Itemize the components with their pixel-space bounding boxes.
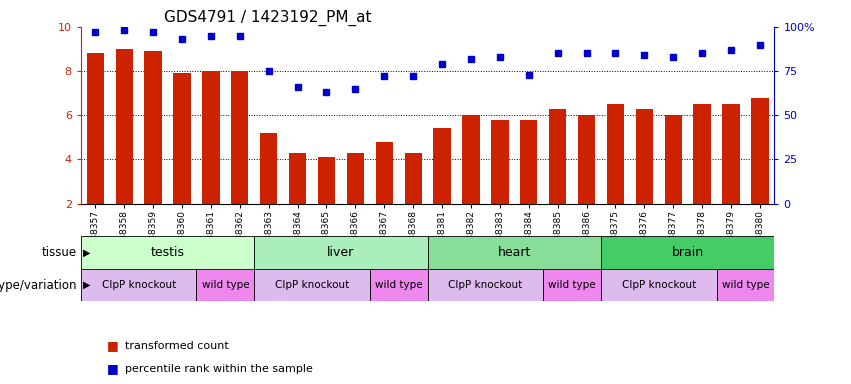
Bar bbox=[427, 236, 601, 269]
Bar bbox=[491, 120, 509, 204]
Bar bbox=[722, 104, 740, 204]
Bar bbox=[116, 49, 133, 204]
Text: transformed count: transformed count bbox=[125, 341, 229, 351]
Bar bbox=[317, 157, 335, 204]
Text: ▶: ▶ bbox=[83, 247, 90, 258]
Text: liver: liver bbox=[328, 246, 355, 259]
Bar bbox=[462, 115, 480, 204]
Text: tissue: tissue bbox=[42, 246, 77, 259]
Bar bbox=[607, 104, 624, 204]
Bar bbox=[81, 269, 197, 301]
Text: ▶: ▶ bbox=[83, 280, 90, 290]
Bar bbox=[231, 71, 248, 204]
Bar bbox=[636, 109, 653, 204]
Bar bbox=[543, 269, 601, 301]
Bar bbox=[145, 51, 162, 204]
Text: ClpP knockout: ClpP knockout bbox=[275, 280, 349, 290]
Text: ■: ■ bbox=[106, 362, 118, 375]
Text: ■: ■ bbox=[106, 339, 118, 352]
Bar bbox=[375, 142, 393, 204]
Bar bbox=[520, 120, 538, 204]
Bar bbox=[717, 269, 774, 301]
Bar bbox=[254, 236, 427, 269]
Bar bbox=[288, 153, 306, 204]
Bar bbox=[174, 73, 191, 204]
Text: wild type: wild type bbox=[375, 280, 423, 290]
Bar bbox=[549, 109, 567, 204]
Text: GDS4791 / 1423192_PM_at: GDS4791 / 1423192_PM_at bbox=[164, 9, 372, 25]
Text: percentile rank within the sample: percentile rank within the sample bbox=[125, 364, 313, 374]
Text: heart: heart bbox=[498, 246, 531, 259]
Bar bbox=[601, 236, 774, 269]
Text: wild type: wild type bbox=[202, 280, 249, 290]
Text: ClpP knockout: ClpP knockout bbox=[622, 280, 696, 290]
Bar bbox=[601, 269, 717, 301]
Bar bbox=[665, 115, 682, 204]
Bar bbox=[87, 53, 104, 204]
Bar bbox=[197, 269, 254, 301]
Bar bbox=[578, 115, 595, 204]
Text: genotype/variation: genotype/variation bbox=[0, 279, 77, 291]
Bar bbox=[427, 269, 543, 301]
Bar bbox=[404, 153, 422, 204]
Bar bbox=[254, 269, 370, 301]
Text: testis: testis bbox=[151, 246, 185, 259]
Bar bbox=[751, 98, 768, 204]
Text: wild type: wild type bbox=[722, 280, 769, 290]
Bar bbox=[203, 71, 220, 204]
Text: wild type: wild type bbox=[548, 280, 596, 290]
Bar bbox=[260, 133, 277, 204]
Text: ClpP knockout: ClpP knockout bbox=[101, 280, 176, 290]
Bar bbox=[694, 104, 711, 204]
Text: brain: brain bbox=[671, 246, 704, 259]
Bar bbox=[433, 128, 451, 204]
Bar bbox=[81, 236, 254, 269]
Text: ClpP knockout: ClpP knockout bbox=[448, 280, 523, 290]
Bar bbox=[370, 269, 427, 301]
Bar bbox=[346, 153, 364, 204]
